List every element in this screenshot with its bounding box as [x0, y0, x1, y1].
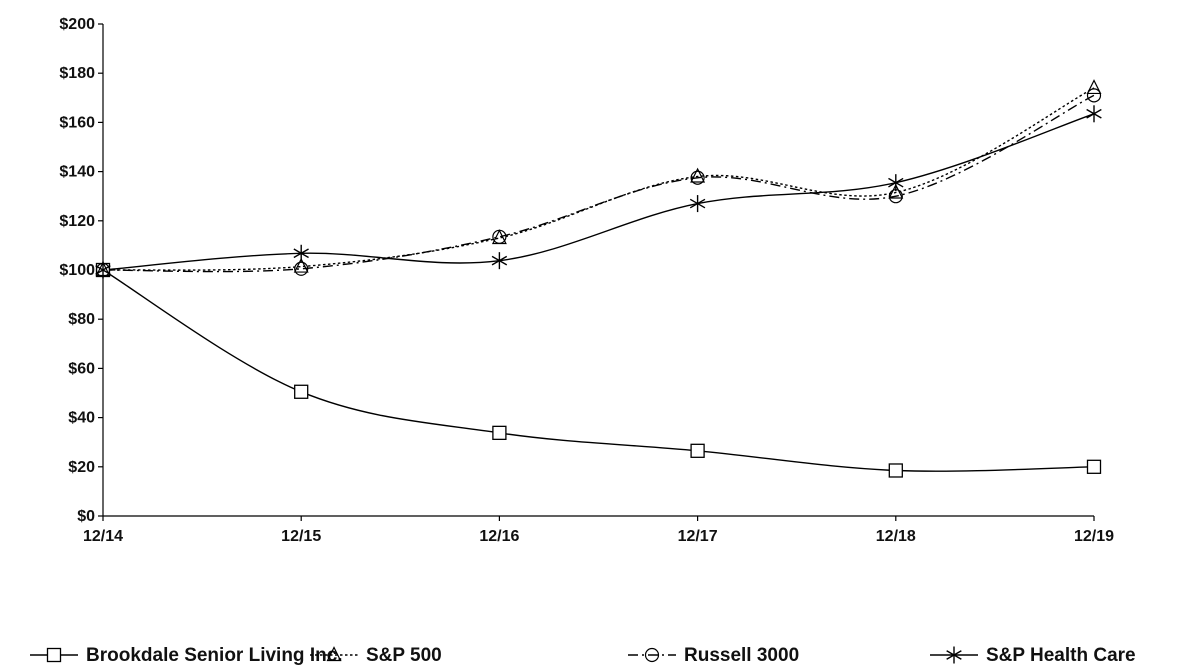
legend-item-1: S&P 500 [310, 645, 442, 666]
data-point-s1-3 [690, 167, 706, 183]
y-tick-label: $160 [59, 114, 95, 131]
x-tick-label: 12/14 [83, 528, 123, 545]
y-tick-label: $180 [59, 65, 95, 82]
data-point-s1-4 [888, 183, 904, 199]
legend-item-0: Brookdale Senior Living Inc. [30, 645, 343, 666]
y-tick-label: $80 [68, 311, 95, 328]
data-point-s0-3 [690, 443, 705, 458]
data-point-s0-1 [294, 384, 309, 399]
data-point-s3-4 [888, 174, 904, 192]
asterisk-stroke [491, 255, 508, 266]
legend-label: Brookdale Senior Living Inc. [86, 645, 343, 666]
asterisk-stroke [888, 177, 904, 188]
data-point-s3-1 [293, 244, 309, 262]
y-tick-label: $140 [59, 164, 95, 181]
asterisk-stroke [1086, 108, 1102, 119]
asterisk-stroke [293, 248, 309, 259]
legend-item-2: Russell 3000 [628, 645, 799, 666]
data-point-s3-2 [491, 252, 508, 270]
data-point-s1-5 [1086, 79, 1102, 95]
legend-label: Russell 3000 [684, 645, 799, 666]
series-line-0 [102, 269, 1095, 472]
data-point-s0-4 [888, 463, 903, 478]
asterisk-stroke [95, 265, 111, 275]
x-tick-label: 12/16 [479, 528, 519, 545]
data-point-s2-5 [1086, 88, 1102, 103]
x-tick-label: 12/19 [1074, 528, 1114, 545]
y-tick-label: $200 [59, 16, 95, 33]
data-point-s2-1 [294, 261, 309, 276]
legend-label: S&P 500 [366, 645, 442, 666]
legend-marker [326, 646, 342, 662]
y-tick-label: $20 [68, 459, 95, 476]
axes: $0 $20 $40 $60 $80 $100 $120 $140 $160 $180 $200 12… [59, 16, 1114, 545]
legend: Brookdale Senior Living Inc. S&P 500 Russe… [30, 645, 1136, 666]
y-tick-label: $0 [77, 508, 95, 525]
asterisk-stroke [689, 198, 706, 209]
y-tick-label: $100 [59, 262, 95, 279]
series-line-2 [102, 94, 1095, 273]
x-tick-label: 12/15 [281, 528, 321, 545]
legend-marker [644, 647, 660, 663]
y-tick-label: $120 [59, 213, 95, 230]
legend-item-3: S&P Health Care [930, 645, 1136, 666]
series-lines [102, 87, 1095, 472]
data-point-s0-5 [1086, 459, 1102, 474]
legend-marker [46, 647, 62, 663]
data-point-s3-0 [95, 261, 111, 279]
asterisk-stroke [946, 650, 962, 660]
series-line-1 [102, 87, 1095, 271]
y-tick-label: $40 [68, 410, 95, 427]
x-tick-label: 12/18 [876, 528, 916, 545]
data-point-s3-3 [689, 195, 706, 213]
legend-marker [946, 646, 962, 664]
y-tick-label: $60 [68, 360, 95, 377]
legend-label: S&P Health Care [986, 645, 1136, 666]
x-tick-label: 12/17 [678, 528, 718, 545]
data-point-s3-5 [1086, 105, 1102, 123]
data-point-s1-1 [293, 257, 309, 273]
data-point-s2-3 [690, 170, 705, 185]
series-markers [95, 79, 1102, 478]
series-line-3 [102, 113, 1095, 271]
data-point-s2-2 [492, 229, 507, 244]
data-point-s0-2 [492, 425, 507, 441]
